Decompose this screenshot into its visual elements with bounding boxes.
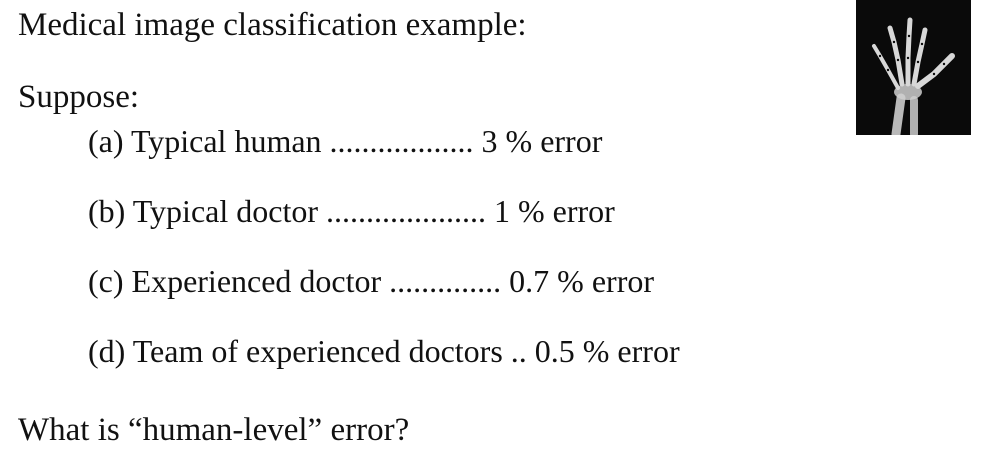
question-text: What is “human-level” error? [18,412,410,448]
hand-xray-icon [856,0,971,135]
list-item: (c) Experienced doctor .............. 0.… [88,263,654,299]
hand-xray-image [856,0,971,135]
list-item: (a) Typical human .................. 3 %… [88,123,603,159]
list-item: (d) Team of experienced doctors .. 0.5 %… [88,333,680,369]
suppose-label: Suppose: [18,79,140,115]
slide-title: Medical image classification example: [18,7,527,43]
list-item: (b) Typical doctor .................... … [88,193,615,229]
